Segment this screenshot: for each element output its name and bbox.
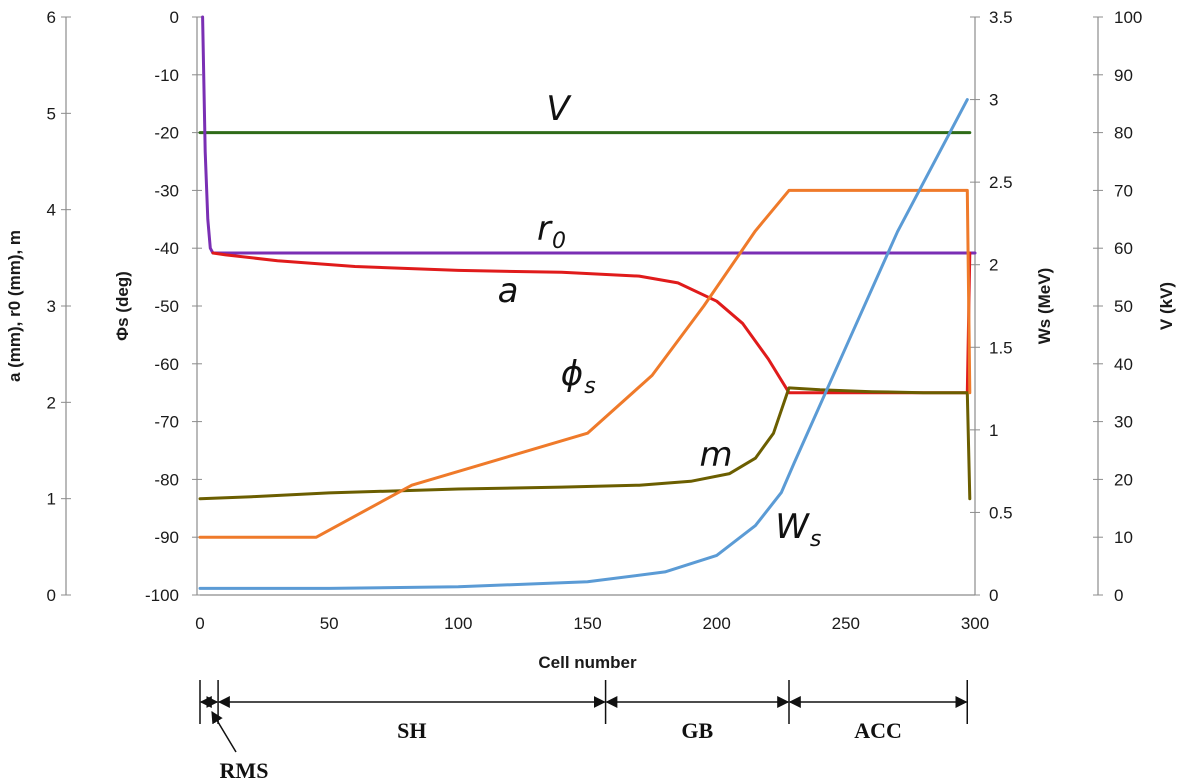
series-line-r0 (201, 15, 977, 255)
x-axis-title: Cell number (538, 653, 637, 672)
labels-layer: Vr 0aϕ smW s (498, 89, 822, 552)
v-tick-label: 20 (1114, 470, 1133, 489)
series-line-m (198, 386, 972, 501)
x-tick-label: 200 (702, 614, 730, 633)
curve-label-s-subscript: s (584, 374, 595, 399)
ws-tick-label: 2.5 (989, 173, 1013, 192)
ws-tick-label: 1.5 (989, 338, 1013, 357)
x-tick-label: 0 (195, 614, 204, 633)
a-axis-title: a (mm), r0 (mm), m (5, 230, 24, 382)
phi-tick-label: -10 (154, 66, 179, 85)
phi-tick-label: -40 (154, 239, 179, 258)
x-tick-label: 300 (961, 614, 989, 633)
x-tick-label: 100 (444, 614, 472, 633)
phi-tick-label: -50 (154, 297, 179, 316)
rms-pointer-arrow (211, 710, 237, 753)
x-tick-label: 150 (573, 614, 601, 633)
a-tick-label: 1 (47, 490, 56, 509)
a-tick-label: 4 (47, 201, 56, 220)
a-tick-label: 0 (47, 586, 56, 605)
ws-tick-label: 0.5 (989, 503, 1013, 522)
ws-tick-label: 3 (989, 91, 998, 110)
phi-tick-label: -80 (154, 470, 179, 489)
v-tick-label: 100 (1114, 8, 1142, 27)
section-label-sh: SH (397, 718, 426, 743)
x-tick-label: 250 (832, 614, 860, 633)
v-tick-label: 0 (1114, 586, 1123, 605)
ws-axis-title: Ws (MeV) (1035, 268, 1054, 345)
section-label-acc: ACC (854, 718, 902, 743)
curve-label-m: m (699, 435, 732, 475)
curve-label-a: a (498, 271, 519, 311)
curve-label-s: ϕ (561, 354, 583, 394)
phi-axis-title: Φs (deg) (113, 271, 132, 341)
ws-tick-label: 2 (989, 256, 998, 275)
v-tick-label: 30 (1114, 413, 1133, 432)
curve-label-ws-subscript: s (810, 527, 821, 552)
phi-tick-label: -60 (154, 355, 179, 374)
curve-label-r0-subscript: 0 (552, 229, 566, 254)
section-label-rms: RMS (220, 758, 269, 783)
series-layer (198, 15, 977, 590)
phi-tick-label: 0 (170, 8, 179, 27)
ws-tick-label: 0 (989, 586, 998, 605)
v-tick-label: 80 (1114, 124, 1133, 143)
v-axis-title: V (kV) (1157, 282, 1176, 330)
series-line-ws (198, 98, 969, 590)
a-tick-label: 3 (47, 297, 56, 316)
a-tick-label: 6 (47, 8, 56, 27)
curve-label-v: V (546, 89, 572, 129)
v-tick-label: 90 (1114, 66, 1133, 85)
section-label-gb: GB (681, 718, 713, 743)
ws-tick-label: 1 (989, 421, 998, 440)
a-tick-label: 2 (47, 393, 56, 412)
ws-tick-label: 3.5 (989, 8, 1013, 27)
x-tick-label: 50 (320, 614, 339, 633)
v-tick-label: 70 (1114, 181, 1133, 200)
sections-layer: RMS SH GB ACC (199, 680, 968, 783)
curve-label-ws: W (775, 507, 810, 547)
curve-label-r0: r (537, 209, 553, 249)
v-tick-label: 10 (1114, 528, 1133, 547)
phi-tick-label: -20 (154, 124, 179, 143)
v-tick-label: 40 (1114, 355, 1133, 374)
phi-tick-label: -100 (145, 586, 179, 605)
phi-tick-label: -90 (154, 528, 179, 547)
phi-tick-label: -70 (154, 413, 179, 432)
v-tick-label: 60 (1114, 239, 1133, 258)
phi-tick-label: -30 (154, 181, 179, 200)
v-tick-label: 50 (1114, 297, 1133, 316)
a-tick-label: 5 (47, 104, 56, 123)
series-line-s (198, 188, 972, 539)
